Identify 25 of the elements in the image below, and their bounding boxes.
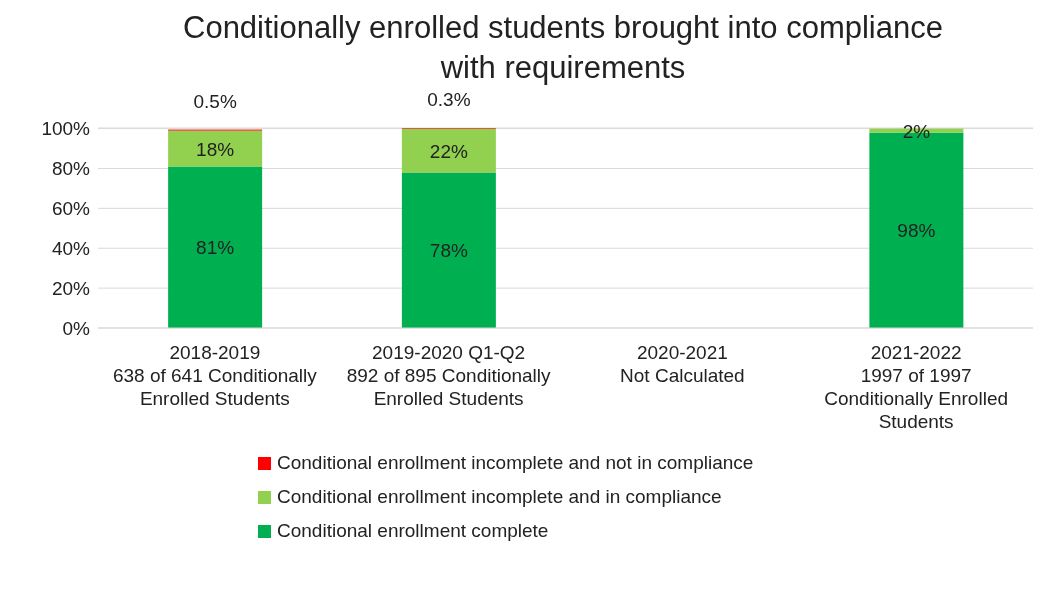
data-label: 2% [902,120,931,142]
legend-label: Conditional enrollment complete [277,520,549,542]
data-label: 22% [429,140,468,162]
data-label: 0.3% [427,89,471,110]
bar [168,166,263,328]
data-label: 81% [196,237,235,259]
y-tick-label: 60% [51,198,91,220]
x-tick-label: 2018-2019 638 of 641 Conditionally Enrolled Students [112,342,318,409]
data-label: 98% [897,220,936,242]
y-tick-label: 100% [41,118,91,140]
y-tick-label: 80% [51,158,91,180]
legend-label: Conditional enrollment incomplete and not in compliance [277,452,754,474]
x-tick-label: 2019-2020 Q1-Q2 892 of 895 Conditionally Enrolled Students [346,342,552,409]
legend-label: Conditional enrollment incomplete and in compliance [277,486,722,508]
x-tick-label: 2021-2022 1997 of 1997 Conditionally Enrolled Students [824,342,1009,432]
bar [401,172,496,328]
chart-title: Conditionally enrolled students brought into compliance with requirements [182,9,944,87]
y-tick-label: 0% [62,317,91,339]
data-label: 0.5% [193,90,237,112]
y-tick-label: 40% [51,237,91,259]
bar [401,128,496,173]
data-label: 78% [429,240,468,262]
y-tick-label: 20% [51,277,91,299]
data-label: 18% [196,138,235,160]
x-tick-label: 2020-2021 Not Calculated [620,342,745,386]
